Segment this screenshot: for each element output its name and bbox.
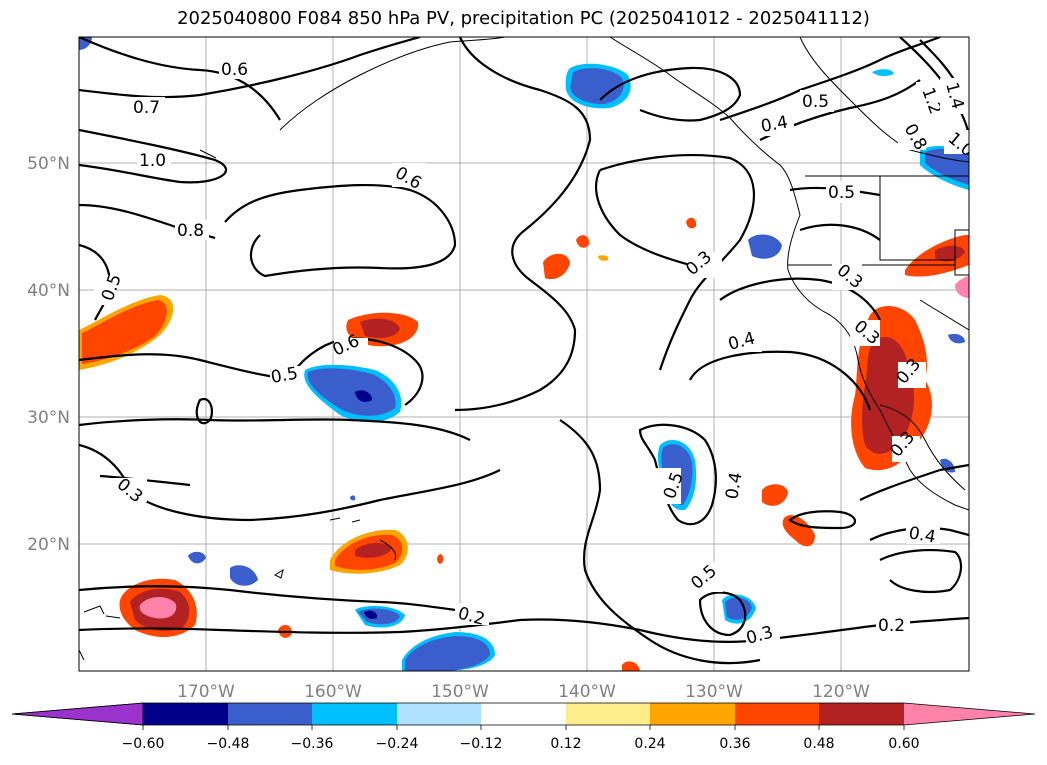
contour-label: 0.4	[907, 523, 937, 547]
contour-label: 0.2	[878, 616, 905, 636]
longitude-labels: 170°W 160°W 150°W 140°W 130°W 120°W	[177, 682, 870, 702]
lon-label: 150°W	[431, 682, 489, 702]
colorbar-tick-label: −0.12	[460, 736, 503, 752]
latitude-labels: 50°N 40°N 30°N 20°N	[27, 154, 70, 555]
colorbar-segment	[566, 703, 650, 725]
lat-label: 50°N	[27, 154, 70, 174]
map-title: 2025040800 F084 850 hPa PV, precipitatio…	[177, 8, 870, 29]
lon-label: 160°W	[304, 682, 362, 702]
colorbar-segment	[735, 703, 819, 725]
colorbar-tick-label: 0.36	[719, 736, 750, 752]
plot-frame	[78, 36, 970, 672]
contour-label: 0.6	[221, 60, 248, 80]
plot-background	[79, 37, 969, 671]
colorbar-tick-label: 0.24	[634, 736, 665, 752]
colorbar-tick-label: −0.24	[376, 736, 419, 752]
colorbar-extend-low	[11, 702, 144, 726]
contour-label: 0.8	[177, 221, 204, 241]
precip-positive-shading	[79, 217, 969, 671]
contour-label: 0.4	[759, 113, 789, 137]
contour-label: 1.0	[139, 151, 166, 171]
colorbar-tick-label: 0.48	[803, 736, 834, 752]
lat-label: 40°N	[27, 281, 70, 301]
colorbar-tick-label: 0.12	[550, 736, 581, 752]
contour-label: 0.5	[269, 364, 299, 388]
contour-label: 0.5	[828, 183, 855, 203]
lon-label: 170°W	[177, 682, 235, 702]
contour-label: 0.5	[802, 92, 829, 112]
lat-label: 20°N	[27, 535, 70, 555]
pv-contours	[79, 37, 969, 665]
colorbar-tick-label: 0.60	[888, 736, 919, 752]
colorbar-segment	[228, 703, 312, 725]
colorbar-tick-label: −0.60	[122, 736, 165, 752]
lon-label: 120°W	[812, 682, 870, 702]
colorbar-extend-high	[904, 703, 1035, 725]
colorbar-segment	[312, 703, 397, 725]
colorbar-segment	[397, 703, 481, 725]
colorbar-tick-label: −0.48	[207, 736, 250, 752]
contour-label: 0.7	[133, 98, 160, 118]
colorbar-segment	[819, 703, 904, 725]
gridlines	[79, 37, 969, 671]
lon-label: 130°W	[685, 682, 743, 702]
lon-label: 140°W	[558, 682, 616, 702]
colorbar-segment	[143, 703, 228, 725]
contour-label: 0.4	[722, 471, 746, 501]
colorbar-segment	[650, 703, 735, 725]
colorbar-tick-label: −0.36	[291, 736, 334, 752]
colorbar: −0.60 −0.48 −0.36 −0.24 −0.12 0.12 0.24 …	[11, 702, 1036, 752]
colorbar-segment	[481, 703, 566, 725]
coastlines	[79, 37, 969, 661]
lat-label: 30°N	[27, 408, 70, 428]
